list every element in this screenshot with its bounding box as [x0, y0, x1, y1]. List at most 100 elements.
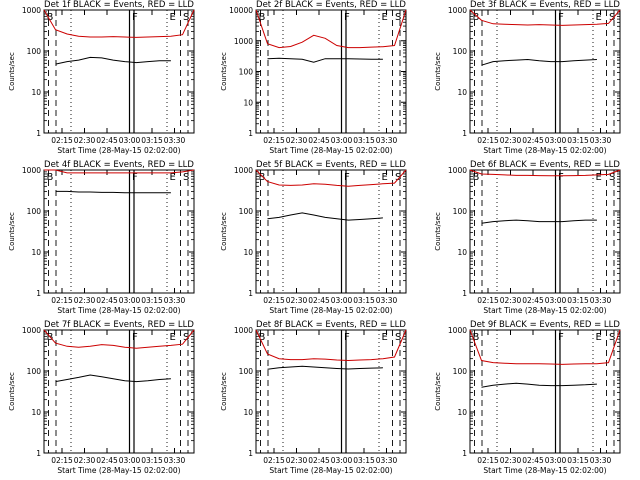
x-tick-label: 02:45 [96, 456, 118, 465]
x-tick-label: 03:00 [331, 296, 353, 305]
y-tick-label: 10 [457, 88, 467, 97]
panel-title: Det 5f BLACK = Events, RED = LLD [256, 160, 406, 170]
y-axis-label: Counts/sec [8, 372, 16, 411]
lld-rate-line [469, 329, 621, 365]
lld-rate-line [43, 9, 195, 38]
event-marker-f: F [132, 12, 138, 23]
x-tick-label: 03:15 [141, 296, 163, 305]
lld-rate-line [469, 169, 621, 177]
x-tick-label: 03:30 [164, 136, 186, 145]
plot-frame [255, 329, 407, 454]
x-tick-label: 02:45 [522, 456, 544, 465]
event-rate-line [267, 212, 383, 221]
y-tick-label: 1000 [22, 6, 41, 15]
event-marker-f: F [558, 172, 564, 183]
event-marker-s: S [395, 12, 401, 23]
event-rate-line [55, 374, 171, 383]
x-tick-label: 02:15 [51, 296, 73, 305]
y-tick-label: 1000 [234, 37, 253, 46]
y-tick-label: 10 [243, 408, 253, 417]
event-rate-line [481, 219, 597, 224]
x-tick-label: 03:30 [590, 136, 612, 145]
lld-rate-line [255, 329, 407, 362]
event-marker-b: B [259, 332, 266, 343]
y-tick-label: 10 [31, 408, 41, 417]
x-tick-label: 03:00 [545, 296, 567, 305]
event-marker-e: E [596, 172, 602, 183]
x-tick-label: 02:30 [74, 136, 96, 145]
y-axis-label: Counts/sec [8, 212, 16, 251]
event-marker-b: B [473, 12, 480, 23]
detector-panel-6: Det 6f BLACK = Events, RED = LLD 1 10 100 10… [434, 160, 621, 315]
plot-frame [469, 329, 621, 454]
event-marker-s: S [395, 332, 401, 343]
event-marker-s: S [183, 172, 189, 183]
x-tick-label: 02:45 [308, 456, 330, 465]
x-tick-label: 02:45 [308, 136, 330, 145]
y-tick-label: 1 [462, 449, 467, 458]
y-tick-label: 1000 [448, 326, 467, 335]
x-tick-label: 03:00 [545, 136, 567, 145]
x-tick-label: 03:15 [353, 456, 375, 465]
event-rate-line [55, 190, 171, 194]
event-marker-s: S [395, 172, 401, 183]
event-marker-b: B [47, 12, 54, 23]
x-axis-label: Start Time (28-May-15 02:02:00) [269, 306, 392, 315]
x-axis-label: Start Time (28-May-15 02:02:00) [57, 466, 180, 475]
y-tick-label: 10000 [229, 6, 253, 15]
x-axis-label: Start Time (28-May-15 02:02:00) [57, 306, 180, 315]
event-marker-b: B [47, 172, 54, 183]
event-marker-b: B [259, 12, 266, 23]
x-tick-label: 02:30 [286, 296, 308, 305]
event-rate-line [267, 57, 383, 63]
event-marker-e: E [382, 332, 388, 343]
y-axis-label: Counts/sec [220, 52, 228, 91]
y-tick-label: 1000 [448, 6, 467, 15]
x-axis-label: Start Time (28-May-15 02:02:00) [57, 146, 180, 155]
event-rate-line [481, 382, 597, 388]
y-tick-label: 100 [453, 47, 468, 56]
x-tick-label: 02:30 [74, 296, 96, 305]
x-tick-label: 03:30 [376, 136, 398, 145]
plot-frame [469, 9, 621, 134]
y-tick-label: 100 [239, 207, 254, 216]
event-marker-s: S [609, 172, 615, 183]
x-tick-label: 02:15 [263, 136, 285, 145]
x-axis-label: Start Time (28-May-15 02:02:00) [483, 146, 606, 155]
y-axis-label: Counts/sec [434, 372, 442, 411]
x-tick-label: 02:45 [522, 296, 544, 305]
y-tick-label: 1 [36, 289, 41, 298]
lld-rate-line [469, 9, 621, 26]
x-tick-label: 02:15 [263, 296, 285, 305]
panel-title: Det 3f BLACK = Events, RED = LLD [470, 0, 620, 10]
y-tick-label: 1000 [22, 326, 41, 335]
x-tick-label: 02:15 [51, 136, 73, 145]
event-marker-s: S [609, 12, 615, 23]
y-tick-label: 10 [243, 248, 253, 257]
y-tick-label: 1 [248, 449, 253, 458]
detector-panel-1: Det 1f BLACK = Events, RED = LLD 1 10 100 10… [8, 0, 195, 155]
detector-panel-5: Det 5f BLACK = Events, RED = LLD 1 10 100 10… [220, 160, 407, 315]
panel-title: Det 8f BLACK = Events, RED = LLD [256, 320, 406, 330]
y-tick-label: 1 [36, 129, 41, 138]
y-tick-label: 1 [248, 289, 253, 298]
y-tick-label: 100 [27, 367, 42, 376]
x-tick-label: 03:15 [141, 136, 163, 145]
y-tick-label: 10 [457, 408, 467, 417]
y-tick-label: 100 [453, 367, 468, 376]
detector-panel-2: Det 2f BLACK = Events, RED = LLD 1 10 100 10… [220, 0, 407, 155]
panel-title: Det 9f BLACK = Events, RED = LLD [470, 320, 620, 330]
detector-panel-9: Det 9f BLACK = Events, RED = LLD 1 10 100 10… [434, 320, 621, 475]
x-tick-label: 02:15 [263, 456, 285, 465]
y-tick-label: 10 [31, 248, 41, 257]
x-tick-label: 02:15 [51, 456, 73, 465]
y-tick-label: 1000 [234, 326, 253, 335]
event-marker-f: F [132, 172, 138, 183]
y-tick-label: 100 [27, 207, 42, 216]
x-tick-label: 02:45 [96, 296, 118, 305]
lld-rate-line [44, 169, 195, 174]
panel-title: Det 4f BLACK = Events, RED = LLD [44, 160, 194, 170]
plot-frame [43, 169, 195, 294]
x-tick-label: 03:00 [119, 136, 141, 145]
